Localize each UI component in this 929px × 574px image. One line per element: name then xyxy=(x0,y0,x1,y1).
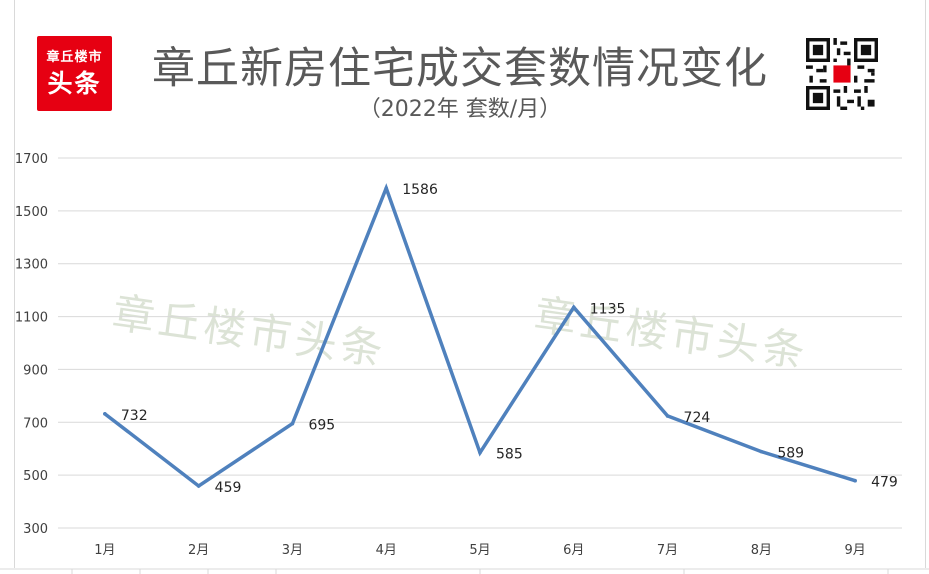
gridlines xyxy=(58,157,902,529)
data-labels: 732 459 695 1586 585 1135 724 589 479 xyxy=(121,182,898,496)
data-label-3: 695 xyxy=(308,418,335,434)
x-tick-label-4: 4月 xyxy=(376,543,397,558)
logo-text-top: 章丘楼市 xyxy=(46,50,103,65)
data-point-4 xyxy=(384,186,389,190)
data-point-1 xyxy=(103,412,107,416)
data-label-9: 479 xyxy=(871,475,898,491)
y-tick-label-700: 700 xyxy=(23,416,48,431)
chart-title: 章丘新房住宅成交套数情况变化 xyxy=(152,44,768,94)
series-line-1 xyxy=(103,183,857,489)
y-tick-label-500: 500 xyxy=(23,469,48,484)
y-axis-ticks: 300 500 700 900 1100 1300 1500 1700 xyxy=(15,152,48,537)
data-label-7: 724 xyxy=(684,410,711,426)
x-tick-label-2: 2月 xyxy=(188,543,209,558)
data-label-5: 585 xyxy=(496,447,523,463)
qr-code-icon xyxy=(806,38,878,110)
data-label-6: 1135 xyxy=(590,301,626,317)
logo-text-bottom: 头条 xyxy=(47,69,102,98)
x-tick-label-1: 1月 xyxy=(94,543,115,558)
x-axis-ticks: 1月 2月 3月 4月 5月 6月 7月 8月 9月 xyxy=(94,543,866,558)
data-point-3 xyxy=(290,421,295,426)
data-point-5 xyxy=(478,450,482,455)
y-tick-label-1500: 1500 xyxy=(15,205,48,220)
data-point-6 xyxy=(571,305,576,310)
data-point-9 xyxy=(853,478,857,483)
chart-subtitle: （2022年 套数/月） xyxy=(358,97,562,122)
y-tick-label-300: 300 xyxy=(23,522,48,537)
brand-logo: 章丘楼市 头条 xyxy=(37,36,112,111)
x-tick-label-5: 5月 xyxy=(469,543,490,558)
chart-area[interactable] xyxy=(14,0,926,568)
y-tick-label-1700: 1700 xyxy=(15,152,48,167)
x-tick-label-9: 9月 xyxy=(844,543,865,558)
data-point-7 xyxy=(665,414,670,418)
data-point-8 xyxy=(759,449,764,454)
x-tick-label-7: 7月 xyxy=(657,543,678,558)
x-tick-label-8: 8月 xyxy=(751,543,772,558)
data-label-8: 589 xyxy=(777,446,804,462)
y-tick-label-1300: 1300 xyxy=(15,258,48,273)
x-tick-label-6: 6月 xyxy=(563,543,584,558)
series-layer xyxy=(103,183,857,489)
y-tick-label-1100: 1100 xyxy=(15,311,48,326)
data-label-1: 732 xyxy=(121,408,148,424)
data-point-2 xyxy=(196,484,201,488)
y-tick-label-900: 900 xyxy=(23,363,48,378)
x-tick-label-3: 3月 xyxy=(282,543,303,558)
data-label-2: 459 xyxy=(215,480,242,496)
data-label-4: 1586 xyxy=(402,182,438,198)
